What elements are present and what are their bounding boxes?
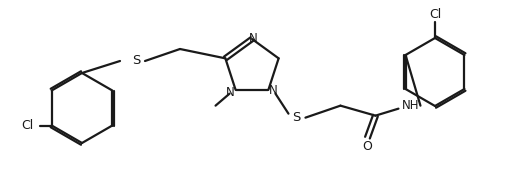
Text: Cl: Cl [429, 8, 441, 21]
Text: N: N [226, 86, 235, 99]
Text: N: N [248, 32, 258, 45]
Text: Cl: Cl [21, 119, 34, 132]
Text: NH: NH [402, 99, 419, 112]
Text: S: S [132, 55, 140, 67]
Text: N: N [269, 84, 278, 97]
Text: O: O [362, 140, 373, 153]
Text: S: S [292, 111, 301, 124]
